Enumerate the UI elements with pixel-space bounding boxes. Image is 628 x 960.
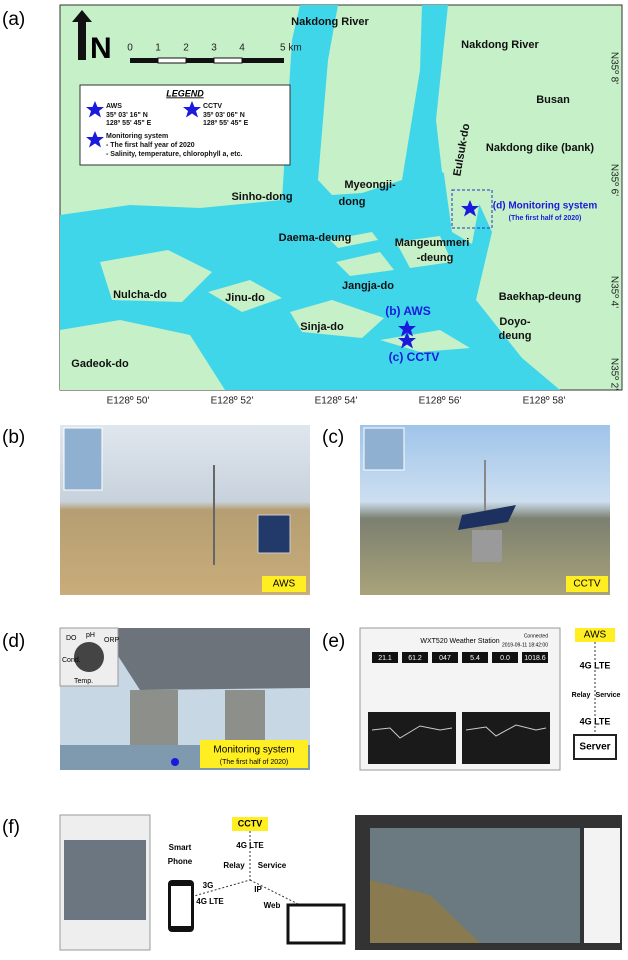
place: Nakdong dike (bank) xyxy=(486,142,595,154)
diagram-label: 4G LTE xyxy=(196,897,224,906)
place: Gadeok-do xyxy=(71,358,129,370)
annotation: (b) AWS xyxy=(385,304,431,318)
place: Mangeummeri xyxy=(395,237,470,249)
place: deung xyxy=(499,330,532,342)
place: dong xyxy=(339,196,366,208)
diagram-label: 3G xyxy=(203,881,214,890)
scale-label: 1 xyxy=(155,43,161,54)
place: Sinho-dong xyxy=(231,191,292,203)
sensor: DO xyxy=(66,635,77,642)
scale-label: 3 xyxy=(211,43,217,54)
diagram-label: 4G LTE xyxy=(236,841,264,850)
legend-title: LEGEND xyxy=(166,88,204,98)
legend-label: CCTV xyxy=(203,103,222,110)
status: Connected xyxy=(524,633,548,639)
legend-text: 128º 55' 45" E xyxy=(203,120,249,127)
diagram-label: Server xyxy=(579,742,610,753)
reading: 61.2 xyxy=(408,655,422,662)
photo-tag: CCTV xyxy=(573,579,601,590)
diagram-label: AWS xyxy=(584,630,607,641)
diagram-label: 4G LTE xyxy=(580,660,611,670)
legend-text: 35º 03' 06" N xyxy=(203,112,245,119)
sensor: ORP xyxy=(104,637,120,644)
reading: 21.1 xyxy=(378,655,392,662)
annotation: (c) CCTV xyxy=(389,350,440,364)
sensor: pH xyxy=(86,632,95,639)
window-title: WXT520 Weather Station xyxy=(420,638,499,645)
annotation: (The first half of 2020) xyxy=(509,215,582,222)
diagram-label: 4G LTE xyxy=(580,716,611,726)
legend-text: 35º 03' 16" N xyxy=(106,112,148,119)
scale-label: 0 xyxy=(127,43,133,54)
x-axis-label: E128º 56' xyxy=(419,396,462,407)
panel-label: (f) xyxy=(2,817,20,838)
y-axis-label: N35º 8' xyxy=(608,52,619,84)
reading: 5.4 xyxy=(470,655,480,662)
legend-label: AWS xyxy=(106,103,122,110)
diagram-label: IP xyxy=(254,885,262,894)
place: Myeongji- xyxy=(344,179,396,191)
legend-text: 128º 55' 45" E xyxy=(106,120,152,127)
place: -deung xyxy=(417,252,454,264)
figure: (a) (b) (c) (d) (e) (f) N 0 1 2 3 4 5 km… xyxy=(0,0,628,955)
sensor: Temp. xyxy=(74,678,93,685)
panel-label: (e) xyxy=(322,631,345,652)
legend-text: - The first half year of 2020 xyxy=(106,142,195,149)
reading: 0.0 xyxy=(500,655,510,662)
scale-label: 2 xyxy=(183,43,189,54)
photo-tag: (The first half of 2020) xyxy=(220,759,288,766)
y-axis-label: N35º 6' xyxy=(608,164,619,196)
x-axis-label: E128º 54' xyxy=(315,396,358,407)
diagram-label: Smart xyxy=(169,843,192,852)
photo-tag: Monitoring system xyxy=(213,745,294,756)
panel-label: (c) xyxy=(322,427,344,448)
y-axis-label: N35º 2' xyxy=(608,358,619,390)
reading: 1018.6 xyxy=(524,655,546,662)
north-arrow: N xyxy=(90,32,112,65)
scale-label: 5 km xyxy=(280,43,302,54)
sensor: Cond. xyxy=(62,657,81,664)
scale-label: 4 xyxy=(239,43,245,54)
diagram-label: Relay xyxy=(572,692,591,699)
place: Jinu-do xyxy=(225,292,265,304)
place: Busan xyxy=(536,94,570,106)
panel-label: (b) xyxy=(2,427,25,448)
place: Nakdong River xyxy=(291,16,369,28)
map: N 0 1 2 3 4 5 km LEGEND AWS 35º 03' 16" … xyxy=(60,5,622,390)
diagram-label: Web xyxy=(264,901,281,910)
x-axis-label: E128º 52' xyxy=(211,396,254,407)
diagram-label: Service xyxy=(258,861,287,870)
diagram-label: Relay xyxy=(223,861,245,870)
y-axis-label: N35º 4' xyxy=(608,276,619,308)
date: 2019-09-11 18:42:00 xyxy=(502,642,548,648)
legend-label: Monitoring system xyxy=(106,133,168,140)
place: Nulcha-do xyxy=(113,289,167,301)
annotation: (d) Monitoring system xyxy=(493,201,598,212)
place: Jangja-do xyxy=(342,280,394,292)
diagram-label: Service xyxy=(596,692,621,699)
photo-tag: AWS xyxy=(273,579,296,590)
x-axis-label: E128º 50' xyxy=(107,396,150,407)
diagram-label: Phone xyxy=(168,857,193,866)
diagram-label: CCTV xyxy=(238,818,263,828)
place: Baekhap-deung xyxy=(499,291,582,303)
place: Doyo- xyxy=(499,316,531,328)
x-axis-label: E128º 58' xyxy=(523,396,566,407)
place: Daema-deung xyxy=(279,232,352,244)
place: Sinja-do xyxy=(300,321,344,333)
panel-label: (d) xyxy=(2,631,25,652)
place: Nakdong River xyxy=(461,39,539,51)
panel-label: (a) xyxy=(2,9,25,30)
reading: 047 xyxy=(439,655,451,662)
legend-text: - Salinity, temperature, chlorophyll a, … xyxy=(106,151,242,158)
